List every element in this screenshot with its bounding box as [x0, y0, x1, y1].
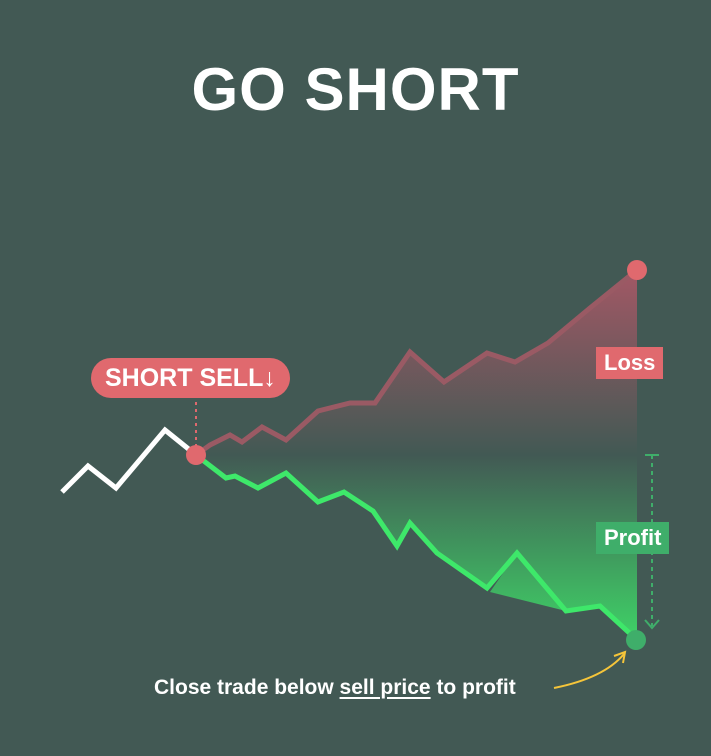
caption-emphasis: sell price: [339, 676, 431, 699]
profit-range-arrow-icon: [644, 619, 660, 630]
caption: Close trade below sell price to profit: [154, 674, 516, 702]
short-sell-badge: SHORT SELL↓: [91, 358, 290, 398]
page-title: GO SHORT: [191, 56, 520, 123]
down-arrow-icon: ↓: [263, 364, 276, 392]
curved-arrow-head-icon: [613, 650, 627, 664]
sell-point: [186, 445, 206, 465]
caption-before: Close trade below: [154, 676, 340, 699]
caption-after: to profit: [430, 676, 516, 699]
profit-label: Profit: [596, 522, 670, 554]
loss-label: Loss: [596, 347, 664, 379]
curved-arrow-icon: [553, 653, 625, 689]
profit-area: [196, 455, 637, 640]
loss-point: [627, 260, 647, 280]
profit-path-line: [194, 453, 639, 642]
loss-path-line: [194, 268, 639, 458]
profit-point: [626, 630, 646, 650]
short-sell-label: SHORT SELL: [105, 364, 264, 392]
price-history-line: [60, 426, 198, 494]
loss-area: [196, 270, 637, 455]
